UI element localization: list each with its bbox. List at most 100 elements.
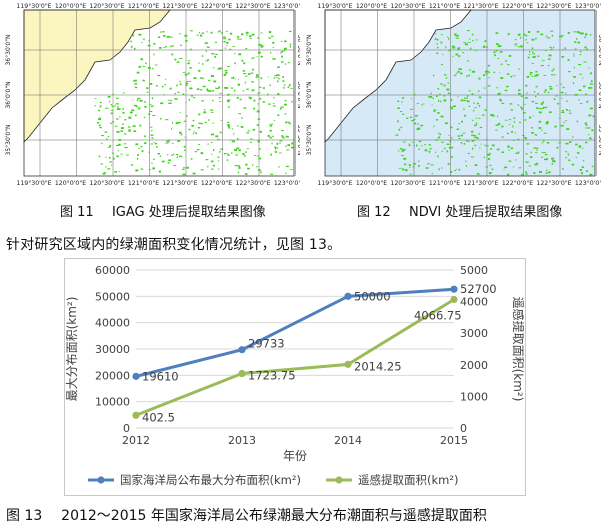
green-tide-patch xyxy=(508,149,510,151)
green-tide-patch xyxy=(490,148,493,150)
green-tide-patch xyxy=(545,172,548,174)
green-tide-patch xyxy=(496,148,500,151)
green-tide-patch xyxy=(482,114,485,116)
top-tick-label: 120°0'0"E xyxy=(356,2,387,10)
green-tide-patch xyxy=(151,97,154,100)
green-tide-patch xyxy=(231,128,234,130)
green-tide-patch xyxy=(246,88,249,90)
green-tide-patch xyxy=(271,142,273,145)
green-tide-patch xyxy=(522,112,526,114)
green-tide-patch xyxy=(162,94,165,95)
green-tide-patch xyxy=(226,30,228,32)
green-tide-patch xyxy=(463,114,466,117)
green-tide-patch xyxy=(581,172,583,175)
green-tide-patch xyxy=(198,62,200,64)
green-tide-patch xyxy=(440,115,444,118)
green-tide-patch xyxy=(565,92,567,95)
green-tide-patch xyxy=(545,158,548,161)
green-tide-patch xyxy=(484,109,487,111)
green-tide-patch xyxy=(196,149,200,151)
green-tide-patch xyxy=(472,110,475,112)
green-tide-patch xyxy=(436,52,439,54)
green-tide-patch xyxy=(406,117,409,119)
green-tide-patch xyxy=(99,102,102,104)
green-tide-patch xyxy=(251,33,255,36)
green-tide-patch xyxy=(174,98,178,100)
green-tide-patch xyxy=(483,156,485,158)
green-tide-patch xyxy=(455,35,458,37)
green-tide-patch xyxy=(446,36,449,38)
green-tide-patch xyxy=(214,41,218,43)
green-tide-patch xyxy=(449,106,453,109)
green-tide-patch xyxy=(188,128,191,131)
green-tide-patch xyxy=(270,51,272,54)
green-tide-patch xyxy=(243,107,247,109)
green-tide-patch xyxy=(552,68,555,70)
left-tick-label: 36°0'0"N xyxy=(306,81,313,108)
green-tide-patch xyxy=(450,171,453,173)
right-axis-tick: 3000 xyxy=(460,327,488,340)
green-tide-patch xyxy=(258,169,261,172)
green-tide-patch xyxy=(144,101,146,103)
green-tide-patch xyxy=(493,51,496,54)
green-tide-patch xyxy=(433,74,435,77)
green-tide-patch xyxy=(137,154,139,156)
data-point xyxy=(238,346,246,354)
green-tide-patch xyxy=(497,58,499,59)
green-tide-patch xyxy=(120,153,123,155)
green-tide-patch xyxy=(232,76,235,79)
green-tide-patch xyxy=(540,65,544,67)
green-tide-patch xyxy=(285,165,289,168)
green-tide-patch xyxy=(252,129,256,131)
green-tide-patch xyxy=(510,109,513,111)
green-tide-patch xyxy=(588,87,592,89)
green-tide-patch xyxy=(267,76,270,78)
green-tide-patch xyxy=(466,60,470,62)
green-tide-patch xyxy=(234,62,236,65)
green-tide-patch xyxy=(202,63,204,65)
green-tide-patch xyxy=(282,87,285,89)
green-tide-patch xyxy=(250,141,252,143)
green-tide-patch xyxy=(535,70,538,73)
green-tide-patch xyxy=(418,140,422,143)
green-tide-patch xyxy=(269,84,271,86)
green-tide-patch xyxy=(206,88,209,91)
green-tide-patch xyxy=(498,122,501,125)
green-tide-patch xyxy=(487,85,491,87)
green-tide-patch xyxy=(228,126,230,129)
left-axis-tick: 40000 xyxy=(95,317,130,330)
green-tide-patch xyxy=(517,33,521,36)
green-tide-patch xyxy=(268,31,272,34)
green-tide-patch xyxy=(504,89,508,92)
green-tide-patch xyxy=(234,149,237,151)
green-tide-patches xyxy=(94,30,295,176)
green-tide-patch xyxy=(190,158,193,160)
green-tide-patch xyxy=(531,76,534,77)
green-tide-patch xyxy=(457,47,460,50)
green-tide-patch xyxy=(143,38,145,41)
green-tide-patch xyxy=(561,110,564,112)
green-tide-patch xyxy=(578,64,582,66)
green-tide-patch xyxy=(486,46,488,48)
paragraph-text: 针对研究区域内的绿潮面积变化情况统计，见图 13。 xyxy=(6,237,342,253)
green-tide-patch xyxy=(257,155,259,157)
green-tide-patch xyxy=(213,80,217,83)
green-tide-patch xyxy=(192,172,196,175)
green-tide-patch xyxy=(446,143,450,145)
bottom-tick-label: 121°30'0"E xyxy=(162,179,197,187)
green-tide-patch xyxy=(558,117,561,119)
green-tide-patch xyxy=(259,130,262,133)
green-tide-patch xyxy=(462,132,466,134)
chart-container: 0 10000 20000 30000 40000 50000 60000 0 1000 2000… xyxy=(64,258,526,496)
green-tide-patch xyxy=(558,142,562,144)
right-tick-label: 36°0'0"N xyxy=(296,81,300,108)
green-tide-patch xyxy=(566,128,570,130)
green-tide-patch xyxy=(541,107,544,109)
green-tide-patch xyxy=(562,86,565,89)
green-tide-patch xyxy=(177,91,180,93)
green-tide-patch xyxy=(513,121,515,123)
green-tide-patch xyxy=(531,100,535,103)
green-tide-patch xyxy=(535,152,538,154)
green-tide-patch xyxy=(512,125,514,128)
green-tide-patch xyxy=(440,41,443,44)
